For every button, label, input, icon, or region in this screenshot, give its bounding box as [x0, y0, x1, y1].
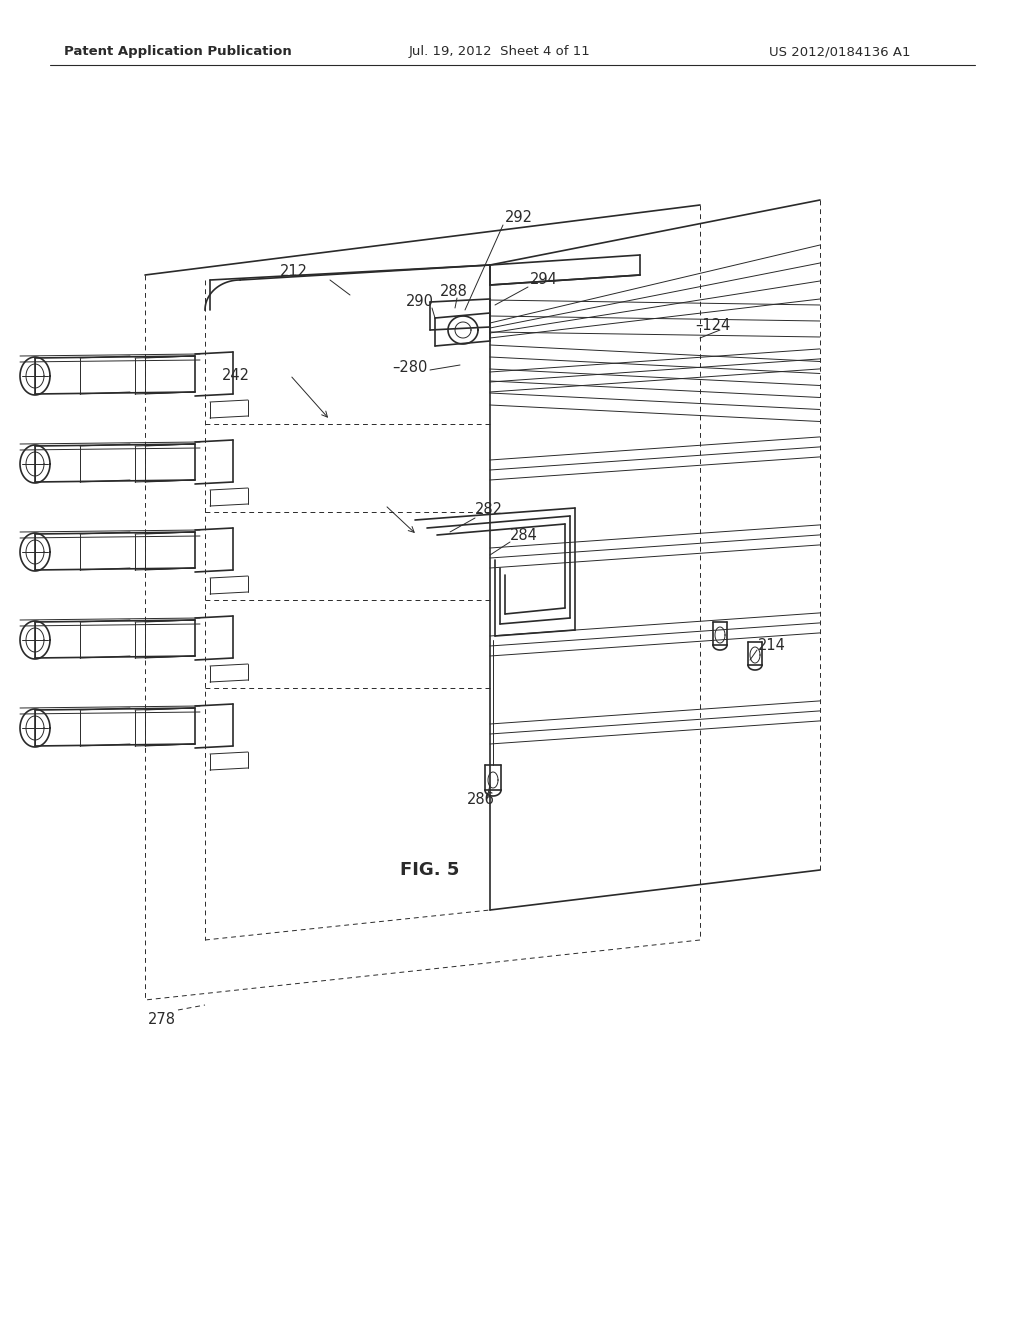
Text: –280: –280 [392, 360, 427, 375]
Text: 288: 288 [440, 284, 468, 298]
Text: 282: 282 [475, 503, 503, 517]
Text: FIG. 5: FIG. 5 [400, 861, 460, 879]
Text: US 2012/0184136 A1: US 2012/0184136 A1 [769, 45, 910, 58]
Text: 242: 242 [222, 367, 250, 383]
Text: 286: 286 [467, 792, 495, 808]
Text: 290: 290 [406, 294, 434, 309]
Text: –124: –124 [695, 318, 730, 333]
Text: 214: 214 [758, 638, 785, 652]
Text: 284: 284 [510, 528, 538, 543]
Text: Patent Application Publication: Patent Application Publication [65, 45, 292, 58]
Text: Jul. 19, 2012  Sheet 4 of 11: Jul. 19, 2012 Sheet 4 of 11 [410, 45, 591, 58]
Text: 278: 278 [148, 1012, 176, 1027]
Text: 294: 294 [530, 272, 558, 288]
Text: 292: 292 [505, 210, 534, 226]
Text: 212: 212 [280, 264, 308, 280]
